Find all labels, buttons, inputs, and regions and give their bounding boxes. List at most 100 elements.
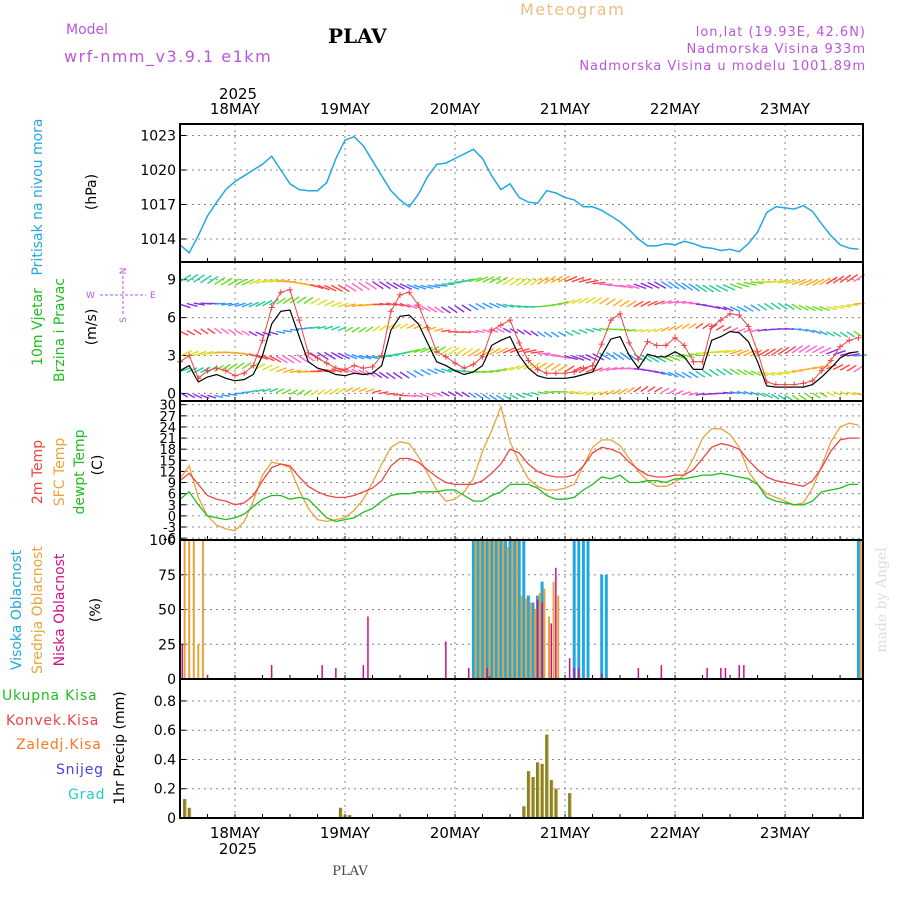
wind-arrow — [839, 364, 851, 371]
wind-arrow — [819, 346, 832, 354]
precip-conv-bar — [524, 806, 526, 818]
wind-arrow — [489, 369, 501, 374]
wind-arrow — [805, 345, 818, 354]
wind-arrow — [303, 296, 314, 305]
wind-arrow — [571, 329, 581, 335]
wind-arrow — [578, 297, 589, 304]
wind-arrow — [681, 353, 695, 359]
credit-label: made by Angel — [874, 547, 890, 653]
wind-arrow — [241, 278, 254, 286]
wind-arrow — [441, 368, 453, 373]
top-day-label: 19MAY — [320, 100, 371, 118]
wind-arrow — [447, 305, 458, 314]
y-tick-label: 25 — [158, 637, 176, 653]
wind-arrow — [282, 296, 293, 305]
y-tick-label: 1017 — [140, 198, 176, 214]
panel-frame — [179, 123, 864, 263]
cloud-mid-bar — [183, 540, 186, 679]
wind-arrow — [757, 392, 766, 398]
y-tick-label: 1014 — [140, 232, 176, 248]
cloud-low-bar — [568, 658, 571, 679]
cloud-low-bar — [720, 667, 722, 679]
wind-arrow — [399, 323, 409, 330]
wind-arrow — [503, 303, 514, 308]
wind-arrow — [592, 297, 603, 305]
wind-arrow — [358, 354, 372, 360]
wind-arrow — [530, 350, 544, 354]
wind-arrow — [220, 277, 233, 286]
wind-arrow — [778, 279, 792, 284]
wind-arrow — [475, 302, 486, 310]
wind-arrow — [564, 365, 575, 373]
wind-arrow — [468, 303, 479, 311]
wind-arrow — [585, 296, 596, 304]
wind-arrow — [337, 302, 349, 308]
wind-arrow — [220, 328, 230, 335]
cloud-high-bar — [586, 540, 590, 679]
cloud-mid-bar — [474, 540, 477, 679]
wind-arrow — [248, 278, 262, 285]
y-tick-label: 50 — [158, 603, 176, 619]
wind-arrow — [482, 302, 493, 309]
y-tick-label: 0.8 — [154, 694, 176, 710]
compass-rose: N W E S — [86, 268, 156, 323]
wind-arrow — [255, 363, 266, 370]
wind-arrow — [695, 283, 707, 293]
wind-arrow — [454, 347, 467, 357]
cloud-low-bar — [445, 641, 447, 679]
wind-arrow — [688, 371, 699, 379]
wind-arrow — [791, 345, 804, 354]
wind-arrow — [317, 325, 327, 330]
cloud-high-bar — [856, 540, 860, 679]
cloud-mid-bar — [479, 540, 482, 679]
wind-arrow — [282, 388, 292, 395]
wind-arrow — [812, 392, 821, 399]
wind-arrow — [805, 305, 816, 312]
wind-arrow — [509, 277, 522, 286]
wind-arrow — [179, 391, 189, 398]
wind-arrow — [310, 297, 321, 305]
wind-arrow — [537, 331, 546, 338]
precip-total-bar — [526, 771, 530, 818]
y-tick-label: -6 — [163, 532, 176, 547]
cloud-low-bar — [536, 599, 539, 679]
wind-panel: 0 3 6 9 — [167, 261, 867, 402]
wind-arrow — [571, 366, 582, 373]
wind-arrow — [317, 389, 326, 396]
cloud-high-bar — [581, 540, 585, 679]
wind-arrow — [592, 353, 605, 361]
wind-arrow — [647, 300, 658, 307]
precip-legend-snow: Snijeg — [56, 762, 104, 778]
cloud-mid-bar — [534, 609, 537, 679]
wind-arrow — [784, 279, 798, 285]
wind-arrow — [709, 368, 719, 377]
wind-arrow — [826, 306, 838, 311]
wind-arrow — [413, 394, 423, 398]
wind-arrow — [695, 392, 705, 396]
wind-arrow — [420, 305, 431, 312]
pressure-ylabel: Pritisak na nivou mora — [30, 118, 46, 275]
y-tick-label: 0 — [168, 510, 176, 525]
wind-arrow — [612, 351, 625, 361]
wind-arrow — [805, 393, 814, 400]
wind-arrow — [310, 389, 319, 396]
wind-arrow — [585, 328, 595, 333]
footer-station: PLAV — [332, 864, 368, 879]
wind-arrow — [248, 301, 260, 308]
wind-arrow — [440, 306, 451, 314]
wind-arrow — [351, 354, 365, 360]
wind-arrow — [523, 392, 533, 398]
cloud-ylabel-low: Niska Oblacnost — [52, 553, 68, 666]
wind-arrow — [276, 367, 287, 373]
precip-conv-bar — [528, 771, 531, 818]
wind-arrow — [331, 325, 340, 331]
bottom-day-label: 19MAY — [320, 824, 371, 842]
wind-arrow — [214, 327, 223, 334]
cloud-high-bar — [577, 540, 581, 679]
wind-arrow — [523, 329, 532, 336]
precip-total-bar — [522, 806, 526, 818]
wind-arrow — [351, 326, 360, 333]
wind-arrow — [674, 324, 684, 331]
model-name: wrf-nmm_v3.9.1 e1km — [64, 47, 272, 67]
wind-arrow — [379, 281, 391, 290]
